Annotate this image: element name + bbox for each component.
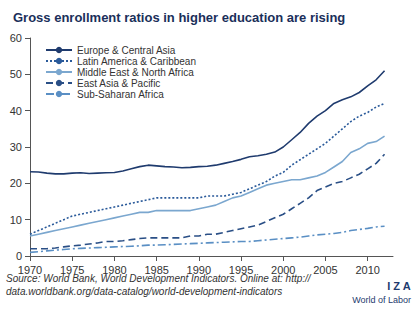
svg-text:Europe & Central Asia: Europe & Central Asia bbox=[77, 45, 176, 56]
svg-text:40: 40 bbox=[10, 105, 22, 117]
svg-text:2000: 2000 bbox=[271, 264, 295, 276]
svg-text:20: 20 bbox=[10, 177, 22, 189]
svg-text:World of Labor: World of Labor bbox=[352, 295, 411, 305]
svg-text:Middle East & North Africa: Middle East & North Africa bbox=[77, 67, 194, 78]
svg-text:1975: 1975 bbox=[60, 264, 84, 276]
svg-text:data.worldbank.org/data-catalo: data.worldbank.org/data-catalog/world-de… bbox=[6, 286, 282, 297]
svg-text:1995: 1995 bbox=[229, 264, 253, 276]
svg-text:1980: 1980 bbox=[102, 264, 126, 276]
svg-text:1990: 1990 bbox=[187, 264, 211, 276]
svg-text:10: 10 bbox=[10, 214, 22, 226]
svg-text:East Asia & Pacific: East Asia & Pacific bbox=[77, 78, 160, 89]
svg-text:2010: 2010 bbox=[355, 264, 379, 276]
svg-text:2005: 2005 bbox=[313, 264, 337, 276]
svg-text:Gross enrollment ratios in hig: Gross enrollment ratios in higher educat… bbox=[13, 10, 345, 25]
svg-text:50: 50 bbox=[10, 68, 22, 80]
svg-text:Source: World Bank, World Deve: Source: World Bank, World Development In… bbox=[6, 273, 311, 284]
svg-text:I Z A: I Z A bbox=[387, 280, 410, 292]
svg-text:Sub-Saharan Africa: Sub-Saharan Africa bbox=[77, 89, 164, 100]
svg-text:1985: 1985 bbox=[144, 264, 168, 276]
svg-text:1970: 1970 bbox=[18, 264, 42, 276]
svg-text:30: 30 bbox=[10, 141, 22, 153]
svg-text:0: 0 bbox=[16, 250, 22, 262]
svg-text:Latin America & Caribbean: Latin America & Caribbean bbox=[77, 56, 196, 67]
svg-text:60: 60 bbox=[10, 32, 22, 44]
